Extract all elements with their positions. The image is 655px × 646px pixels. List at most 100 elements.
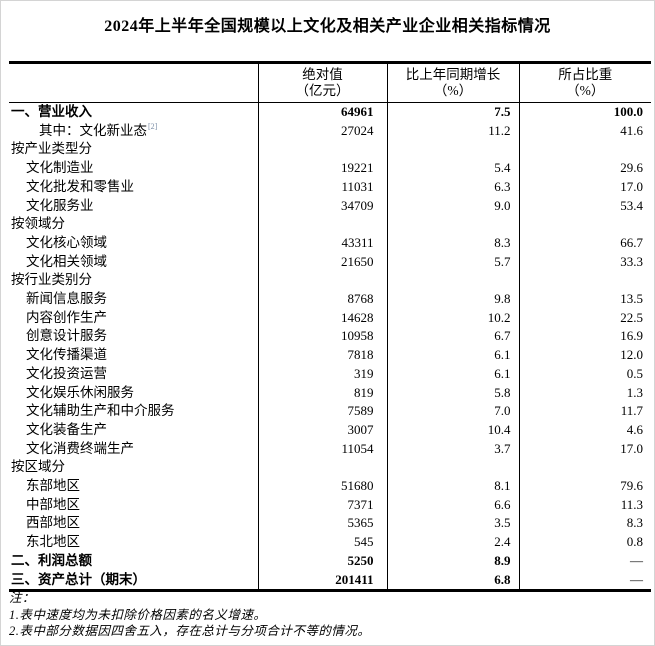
table-row: 东部地区 51680 8.1 79.6 bbox=[9, 477, 651, 496]
table-header: 绝对值 （亿元） 比上年同期增长 （%） 所占比重 （%） bbox=[9, 61, 651, 103]
table-row: 东北地区 545 2.4 0.8 bbox=[9, 533, 651, 552]
row-label: 三、资产总计（期末） bbox=[9, 570, 258, 593]
cell-absolute-value: 819 bbox=[257, 383, 387, 403]
cell-absolute-value: 319 bbox=[257, 364, 387, 384]
table-row: 新闻信息服务 8768 9.8 13.5 bbox=[9, 290, 651, 309]
row-label: 内容创作生产 bbox=[26, 309, 107, 325]
cell-share: 0.8 bbox=[518, 533, 651, 552]
cell-growth: 11.2 bbox=[386, 121, 519, 141]
header-line: 绝对值 bbox=[302, 67, 343, 82]
row-label: 文化核心领域 bbox=[26, 234, 107, 250]
cell-absolute-value: 21650 bbox=[257, 252, 387, 272]
cell-absolute-value: 201411 bbox=[257, 570, 387, 593]
cell-share: 22.5 bbox=[518, 308, 651, 328]
cell-share bbox=[518, 215, 651, 234]
cell-growth: 6.3 bbox=[386, 177, 519, 197]
cell-growth: 5.7 bbox=[386, 252, 519, 272]
row-label: 一、营业收入 bbox=[11, 104, 92, 119]
row-label: 东北地区 bbox=[26, 534, 80, 550]
cell-growth: 3.5 bbox=[386, 514, 519, 534]
cell-share bbox=[518, 458, 651, 478]
cell-growth: 8.1 bbox=[386, 477, 519, 496]
row-label: 文化相关领域 bbox=[26, 253, 107, 269]
table-row: 按产业类型分 bbox=[9, 140, 651, 160]
table-row: 文化服务业 34709 9.0 53.4 bbox=[9, 196, 651, 216]
table-row: 文化辅助生产和中介服务 7589 7.0 11.7 bbox=[9, 402, 651, 421]
row-label: 文化制造业 bbox=[26, 160, 94, 176]
footnote-ref: [2] bbox=[148, 122, 158, 132]
indicators-table: 绝对值 （亿元） 比上年同期增长 （%） 所占比重 （%） 一、营业收入 6496… bbox=[9, 61, 651, 593]
cell-growth: 7.5 bbox=[386, 102, 519, 122]
cell-share: 17.0 bbox=[518, 439, 651, 459]
cell-growth: 6.8 bbox=[386, 570, 519, 593]
note-item-1: 1.表中速度均为未扣除价格因素的名义增速。 bbox=[9, 607, 267, 622]
table-row: 创意设计服务 10958 6.7 16.9 bbox=[9, 327, 651, 347]
row-label: 其中：文化新业态[2] bbox=[39, 122, 158, 138]
table-row: 一、营业收入 64961 7.5 100.0 bbox=[9, 102, 651, 122]
cell-growth: 6.7 bbox=[386, 327, 519, 347]
cell-share: 100.0 bbox=[518, 102, 651, 122]
cell-absolute-value: 7371 bbox=[257, 495, 387, 515]
table-row: 文化娱乐休闲服务 819 5.8 1.3 bbox=[9, 383, 651, 403]
row-label: 二、利润总额 bbox=[11, 552, 92, 568]
table-row: 内容创作生产 14628 10.2 22.5 bbox=[9, 308, 651, 328]
header-line: （%） bbox=[433, 83, 473, 98]
cell-share: 11.7 bbox=[518, 402, 651, 421]
row-label: 东部地区 bbox=[26, 478, 80, 494]
cell-growth: 5.8 bbox=[386, 383, 519, 403]
cell-absolute-value: 5250 bbox=[257, 551, 387, 571]
table-row: 二、利润总额 5250 8.9— bbox=[9, 551, 651, 571]
table-row: 按区域分 bbox=[9, 458, 651, 478]
cell-share: 4.6 bbox=[518, 420, 651, 440]
header-yoy-growth: 比上年同期增长 （%） bbox=[386, 61, 519, 103]
cell-share: 29.6 bbox=[518, 159, 651, 178]
cell-absolute-value: 27024 bbox=[257, 121, 387, 141]
table-row: 文化消费终端生产 11054 3.7 17.0 bbox=[9, 439, 651, 459]
cell-absolute-value: 14628 bbox=[257, 308, 387, 328]
table-row: 文化制造业 19221 5.4 29.6 bbox=[9, 159, 651, 178]
row-label: 文化娱乐休闲服务 bbox=[26, 384, 134, 400]
table-row: 文化传播渠道 7818 6.1 12.0 bbox=[9, 346, 651, 365]
row-label: 按行业类别分 bbox=[11, 272, 92, 288]
row-label: 中部地区 bbox=[26, 496, 80, 512]
row-label: 新闻信息服务 bbox=[26, 291, 107, 307]
cell-share: 17.0 bbox=[518, 177, 651, 197]
cell-growth: 7.0 bbox=[386, 402, 519, 421]
header-absolute-value: 绝对值 （亿元） bbox=[257, 61, 387, 103]
cell-absolute-value: 11054 bbox=[257, 439, 387, 459]
cell-growth: 6.1 bbox=[386, 346, 519, 365]
note-item-2: 2.表中部分数据因四舍五入，存在总计与分项合计不等的情况。 bbox=[9, 624, 371, 638]
header-line: 所占比重 bbox=[558, 67, 613, 82]
cell-growth: 9.8 bbox=[386, 290, 519, 309]
row-label: 文化传播渠道 bbox=[26, 347, 107, 363]
table-row: 西部地区 5365 3.5 8.3 bbox=[9, 514, 651, 534]
row-label: 按区域分 bbox=[11, 459, 65, 475]
cell-share: 41.6 bbox=[518, 121, 651, 141]
table-row: 中部地区 7371 6.6 11.3 bbox=[9, 495, 651, 515]
cell-absolute-value: 3007 bbox=[257, 420, 387, 440]
cell-absolute-value: 64961 bbox=[257, 102, 387, 122]
cell-growth bbox=[386, 271, 519, 291]
cell-share: 13.5 bbox=[518, 290, 651, 309]
cell-share: 8.3 bbox=[518, 514, 651, 534]
cell-growth: 10.2 bbox=[386, 308, 519, 328]
row-label: 文化批发和零售业 bbox=[26, 178, 134, 194]
cell-absolute-value: 51680 bbox=[257, 477, 387, 496]
cell-absolute-value: 34709 bbox=[257, 196, 387, 216]
header-line: （%） bbox=[566, 83, 605, 98]
cell-absolute-value bbox=[257, 458, 387, 478]
row-label: 文化装备生产 bbox=[26, 421, 107, 437]
cell-growth bbox=[386, 458, 519, 478]
row-label: 按领域分 bbox=[11, 216, 65, 232]
cell-growth: 9.0 bbox=[386, 196, 519, 216]
table-row: 三、资产总计（期末） 201411 6.8— bbox=[9, 570, 651, 593]
row-label: 文化投资运营 bbox=[26, 365, 107, 381]
cell-absolute-value bbox=[257, 215, 387, 234]
cell-share: 53.4 bbox=[518, 196, 651, 216]
table-row: 文化装备生产 3007 10.4 4.6 bbox=[9, 420, 651, 440]
table-row: 其中：文化新业态[2] 27024 11.2 41.6 bbox=[9, 121, 651, 141]
table-row: 按行业类别分 bbox=[9, 271, 651, 291]
header-share: 所占比重 （%） bbox=[518, 61, 651, 103]
cell-absolute-value bbox=[257, 271, 387, 291]
